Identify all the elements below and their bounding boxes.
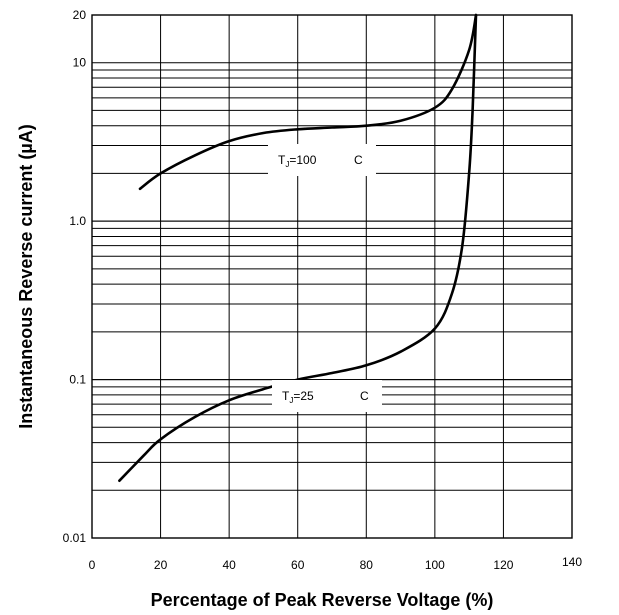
series [118,13,478,482]
curve-label: TJ=100 [278,153,317,169]
curve-label-box [268,144,376,176]
x-axis-label: Percentage of Peak Reverse Voltage (%) [151,590,494,610]
x-tick-labels: 0 20 40 60 80 100 120 140 [89,555,583,572]
y-axis-label: Instantaneous Reverse current (µA) [16,124,36,428]
curve-label-box [272,380,382,412]
y-tick-label: 20 [73,8,87,22]
y-tick-label: 0.1 [69,373,86,387]
x-tick-label: 0 [89,558,96,572]
plot-frame [91,14,573,539]
y-tick-labels: 0.01 0.1 1.0 10 20 [63,8,87,545]
x-tick-label: 60 [291,558,305,572]
curve-label-unit: C [360,389,369,403]
x-tick-label: 120 [493,558,513,572]
x-tick-label: 20 [154,558,168,572]
curve-label-unit: C [354,153,363,167]
series-line [138,13,478,191]
curve-label: TJ=25 [282,389,314,405]
curve-labels: TJ=100 C TJ=25 C [268,144,382,412]
x-tick-label: 140 [562,555,582,569]
grid [92,15,572,538]
y-tick-label: 10 [73,56,87,70]
x-tick-label: 40 [222,558,236,572]
series-line [118,13,478,482]
x-tick-label: 100 [425,558,445,572]
y-tick-label: 1.0 [69,214,86,228]
y-tick-label: 0.01 [63,531,87,545]
x-tick-label: 80 [360,558,374,572]
